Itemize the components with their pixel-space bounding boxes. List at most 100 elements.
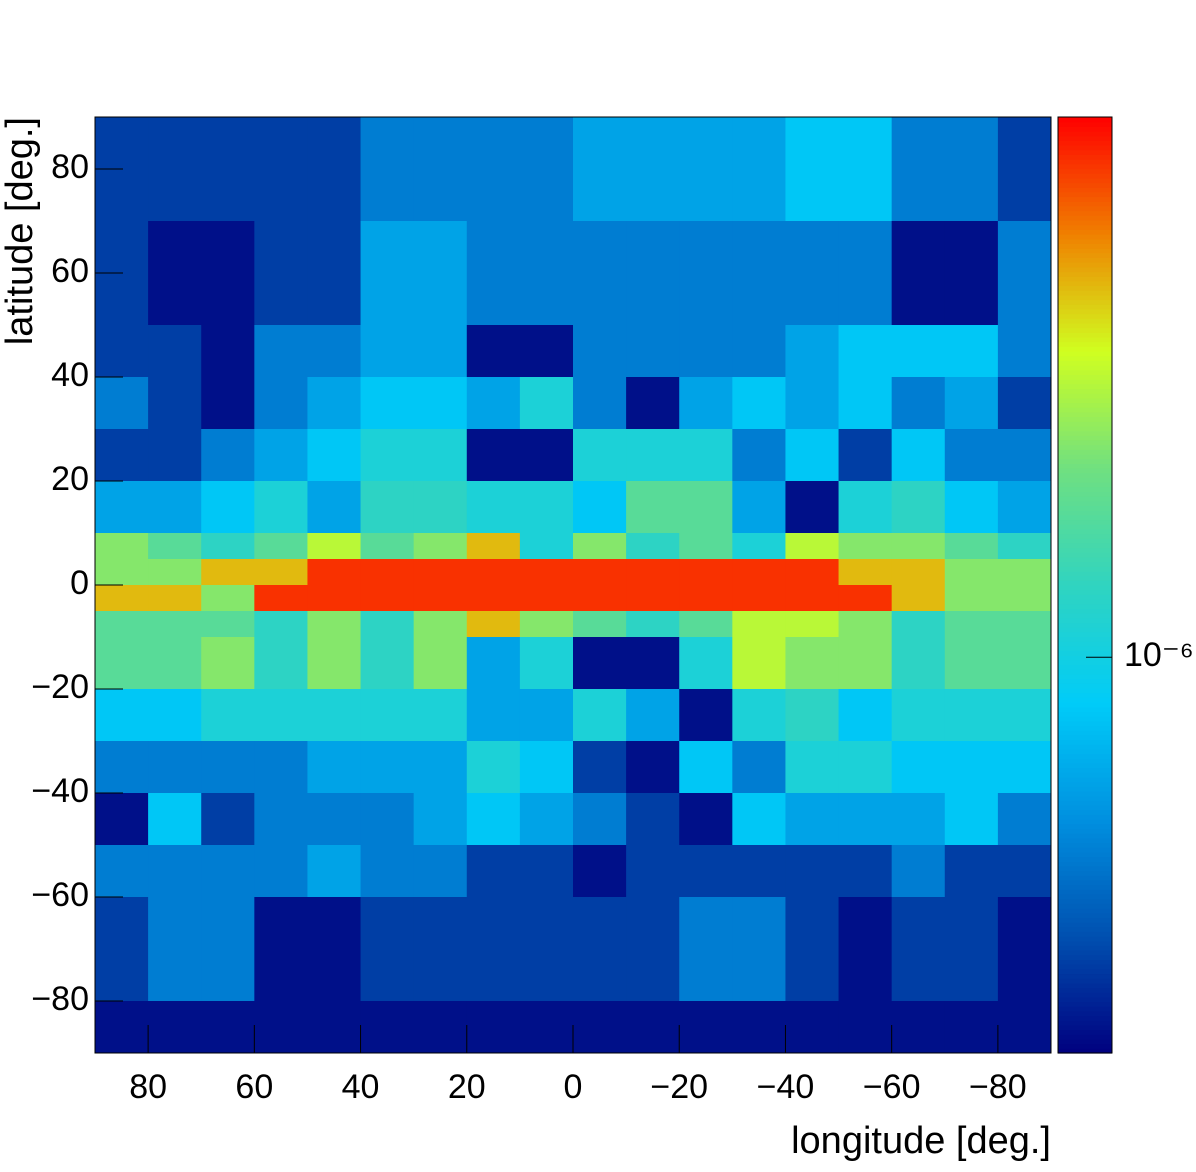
- colorbar-segment: [1058, 599, 1112, 605]
- x-tick-label: −80: [969, 1068, 1027, 1106]
- colorbar-segment: [1058, 341, 1112, 347]
- colorbar-segment: [1058, 1029, 1112, 1035]
- heatmap-cell: [413, 845, 468, 898]
- heatmap-cell: [838, 169, 893, 222]
- heatmap-cell: [891, 325, 946, 378]
- colorbar-segment: [1058, 379, 1112, 385]
- heatmap-cell: [997, 117, 1052, 170]
- heatmap-cell: [679, 117, 733, 170]
- colorbar-segment: [1058, 552, 1112, 558]
- heatmap-cell: [148, 949, 202, 1002]
- heatmap-cell: [360, 481, 415, 534]
- colorbar-segment: [1058, 393, 1112, 399]
- heatmap-cell: [148, 559, 202, 586]
- heatmap-cell: [519, 117, 574, 170]
- heatmap-cell: [944, 377, 999, 430]
- heatmap-cell: [573, 845, 627, 898]
- heatmap-cell: [201, 741, 255, 794]
- heatmap-cell: [679, 949, 733, 1002]
- colorbar-segment: [1058, 215, 1112, 221]
- heatmap-cell: [519, 377, 574, 430]
- heatmap-cell: [838, 845, 893, 898]
- colorbar-segment: [1058, 772, 1112, 778]
- colorbar-segment: [1058, 566, 1112, 572]
- y-tick-label: −20: [31, 668, 89, 706]
- heatmap-cell: [360, 221, 415, 274]
- colorbar-segment: [1058, 954, 1112, 960]
- heatmap-cell: [997, 221, 1052, 274]
- heatmap-cell: [679, 221, 733, 274]
- heatmap-cell: [360, 533, 415, 560]
- colorbar-segment: [1058, 865, 1112, 872]
- colorbar-segment: [1058, 702, 1112, 708]
- heatmap-cell: [785, 793, 840, 846]
- heatmap-cell: [95, 429, 149, 482]
- heatmap-cell: [413, 637, 468, 690]
- heatmap-cell: [679, 845, 733, 898]
- heatmap-cell: [944, 585, 999, 612]
- heatmap-cell: [626, 429, 680, 482]
- colorbar-segment: [1058, 468, 1112, 474]
- colorbar-segment: [1058, 500, 1112, 507]
- heatmap-cell: [95, 897, 149, 950]
- heatmap-cell: [785, 273, 840, 326]
- heatmap-cell: [891, 585, 946, 612]
- heatmap-cell: [626, 559, 680, 586]
- heatmap-cell: [413, 611, 468, 638]
- heatmap-cell: [148, 273, 202, 326]
- heatmap-cell: [307, 117, 362, 170]
- colorbar-segment: [1058, 421, 1112, 427]
- colorbar-segment: [1058, 982, 1112, 989]
- heatmap-cell: [626, 377, 680, 430]
- heatmap-cell: [519, 559, 574, 586]
- colorbar-segment: [1058, 879, 1112, 886]
- heatmap-cell: [519, 169, 574, 222]
- heatmap-cell: [201, 689, 255, 742]
- heatmap-cell: [997, 637, 1052, 690]
- colorbar-segment: [1058, 360, 1112, 366]
- heatmap-cell: [944, 273, 999, 326]
- colorbar-segment: [1058, 585, 1112, 591]
- colorbar-segment: [1058, 725, 1112, 731]
- y-tick-label: −60: [31, 876, 89, 914]
- heatmap-cell: [254, 689, 308, 742]
- colorbar-segment: [1058, 870, 1112, 876]
- heatmap-cell: [413, 585, 468, 612]
- colorbar-segment: [1058, 1048, 1112, 1054]
- heatmap-cell: [95, 637, 149, 690]
- heatmap-cell: [466, 949, 521, 1002]
- heatmap-cell: [838, 117, 893, 170]
- colorbar-segment: [1058, 528, 1112, 535]
- colorbar-segment: [1058, 234, 1112, 240]
- colorbar-segment: [1058, 856, 1112, 862]
- heatmap-cell: [997, 949, 1052, 1002]
- heatmap-cell: [466, 689, 521, 742]
- heatmap-cell: [891, 793, 946, 846]
- heatmap-cell: [732, 481, 786, 534]
- colorbar-segment: [1058, 131, 1112, 137]
- heatmap-cell: [95, 533, 149, 560]
- colorbar-segment: [1058, 294, 1112, 301]
- colorbar-segment: [1058, 664, 1112, 670]
- heatmap-cell: [785, 533, 840, 560]
- heatmap-cell: [519, 325, 574, 378]
- heatmap-cell: [891, 429, 946, 482]
- heatmap-cell: [201, 611, 255, 638]
- heatmap-cell: [626, 845, 680, 898]
- heatmap-cell: [944, 897, 999, 950]
- heatmap-cell: [307, 611, 362, 638]
- heatmap-cell: [891, 1001, 946, 1054]
- heatmap-cell: [413, 897, 468, 950]
- heatmap-cell: [573, 585, 627, 612]
- heatmap-cell: [148, 793, 202, 846]
- heatmap-cell: [732, 221, 786, 274]
- colorbar-segment: [1058, 800, 1112, 806]
- heatmap-cell: [254, 741, 308, 794]
- colorbar-segment: [1058, 716, 1112, 722]
- colorbar-segment: [1058, 673, 1112, 680]
- heatmap-cell: [413, 689, 468, 742]
- heatmap-cell: [626, 585, 680, 612]
- heatmap-cell: [201, 845, 255, 898]
- heatmap-cell: [413, 1001, 468, 1054]
- heatmap-cell: [838, 637, 893, 690]
